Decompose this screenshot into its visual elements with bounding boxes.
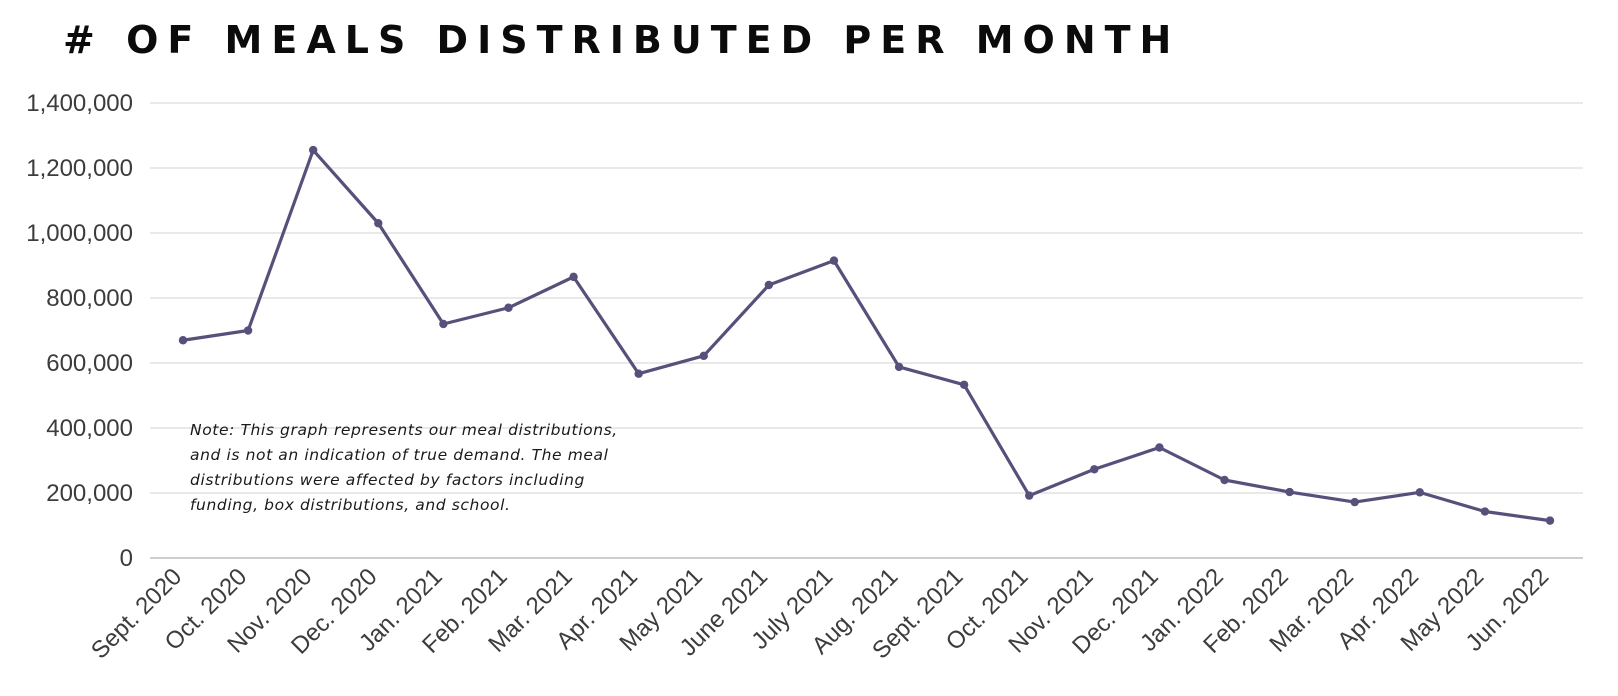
data-point bbox=[764, 280, 774, 290]
data-point bbox=[699, 351, 708, 361]
data-point bbox=[1025, 491, 1034, 500]
y-tick-label: 600,000 bbox=[46, 350, 133, 377]
data-point bbox=[1350, 497, 1359, 507]
data-point bbox=[1415, 488, 1425, 497]
data-point bbox=[634, 369, 643, 378]
chart-title: # OF MEALS DISTRIBUTED PER MONTH bbox=[63, 18, 1181, 62]
gridlines bbox=[150, 102, 1583, 559]
y-tick-label: 1,400,000 bbox=[26, 90, 133, 117]
series-line bbox=[181, 148, 1552, 523]
data-point bbox=[1155, 443, 1164, 452]
y-tick-label: 400,000 bbox=[46, 415, 133, 442]
chart-note: Note: This graph represents our meal dis… bbox=[190, 421, 618, 514]
data-point bbox=[374, 219, 383, 228]
data-point bbox=[894, 362, 904, 372]
data-point bbox=[1090, 465, 1099, 474]
y-axis-tick-labels: 0 200,000 400,000 600,000 800,000 1,000,000 1,… bbox=[26, 90, 133, 572]
data-point bbox=[178, 336, 188, 345]
data-point bbox=[504, 303, 513, 312]
y-tick-label: 0 bbox=[120, 545, 133, 572]
data-point bbox=[308, 145, 318, 155]
series-line-group bbox=[181, 148, 1552, 523]
data-point bbox=[959, 380, 969, 389]
data-point bbox=[569, 272, 578, 282]
data-points bbox=[178, 145, 1555, 525]
data-point bbox=[243, 326, 253, 335]
data-point bbox=[1220, 475, 1229, 485]
data-point bbox=[829, 256, 839, 265]
y-tick-label: 800,000 bbox=[46, 285, 133, 312]
data-point bbox=[1480, 507, 1490, 516]
y-tick-label: 1,200,000 bbox=[26, 155, 133, 182]
y-tick-label: 200,000 bbox=[46, 480, 133, 507]
data-point bbox=[439, 319, 448, 329]
data-point bbox=[1285, 487, 1294, 497]
data-point bbox=[1545, 516, 1555, 525]
y-tick-label: 1,000,000 bbox=[26, 220, 133, 247]
